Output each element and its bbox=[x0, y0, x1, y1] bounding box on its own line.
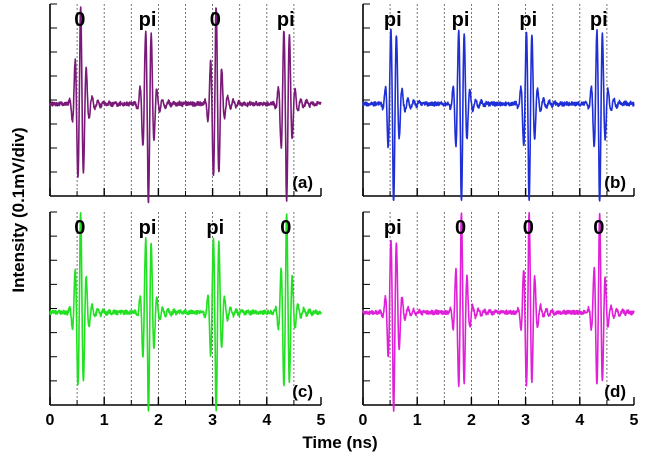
panel-a: 0 pi 0 pi (a) bbox=[49, 3, 322, 204]
phase-label: pi bbox=[139, 217, 157, 239]
phase-label: 0 bbox=[523, 217, 534, 239]
phase-label: 0 bbox=[455, 217, 466, 239]
waveform-series bbox=[49, 6, 322, 204]
x-tick-label: 2 bbox=[467, 412, 476, 429]
panel-b: pi pi pi pi (b) bbox=[362, 3, 635, 202]
x-tick-label: 5 bbox=[630, 412, 639, 429]
phase-label: 0 bbox=[593, 217, 604, 239]
x-tick-label: 4 bbox=[575, 412, 584, 429]
phase-label: pi bbox=[384, 9, 402, 31]
panel-d: 0 1 2 3 4 5 pi 0 0 0 (d) bbox=[359, 211, 639, 429]
phase-label: pi bbox=[277, 9, 295, 31]
x-tick-label: 2 bbox=[154, 412, 163, 429]
phase-label: 0 bbox=[210, 9, 221, 31]
x-tick-label: 0 bbox=[359, 412, 368, 429]
x-tick-label: 3 bbox=[208, 412, 217, 429]
x-tick-label: 4 bbox=[262, 412, 271, 429]
phase-label: pi bbox=[452, 9, 470, 31]
phase-label: pi bbox=[384, 217, 402, 239]
x-tick-label: 3 bbox=[521, 412, 530, 429]
phase-label: 0 bbox=[74, 217, 85, 239]
phase-label: pi bbox=[590, 9, 608, 31]
phase-label: pi bbox=[519, 9, 537, 31]
phase-label: 0 bbox=[74, 9, 85, 31]
x-tick-label: 1 bbox=[100, 412, 109, 429]
panel-label: (b) bbox=[604, 173, 626, 192]
phase-label: 0 bbox=[280, 217, 291, 239]
x-axis-title: Time (ns) bbox=[302, 433, 377, 452]
y-axis-title: Intensity (0.1mV/div) bbox=[9, 127, 28, 292]
panel-c: 0 1 2 3 4 5 0 pi pi 0 (c) bbox=[46, 211, 326, 429]
waveform-series bbox=[362, 211, 635, 412]
waveform-series bbox=[49, 212, 322, 412]
x-tick-label: 0 bbox=[46, 412, 55, 429]
panel-label: (a) bbox=[292, 173, 313, 192]
x-tick-label: 5 bbox=[317, 412, 326, 429]
phase-label: pi bbox=[206, 217, 224, 239]
panel-label: (d) bbox=[604, 382, 626, 401]
phase-label: pi bbox=[139, 9, 157, 31]
panels-layer: 0 pi 0 pi (a) pi pi pi pi (b) 0 1 2 3 4 5 0 pi pi 0 (c) 0 1 2 3 4… bbox=[46, 3, 639, 429]
x-tick-label: 1 bbox=[413, 412, 422, 429]
panel-label: (c) bbox=[292, 382, 313, 401]
waveform-series bbox=[362, 28, 635, 202]
